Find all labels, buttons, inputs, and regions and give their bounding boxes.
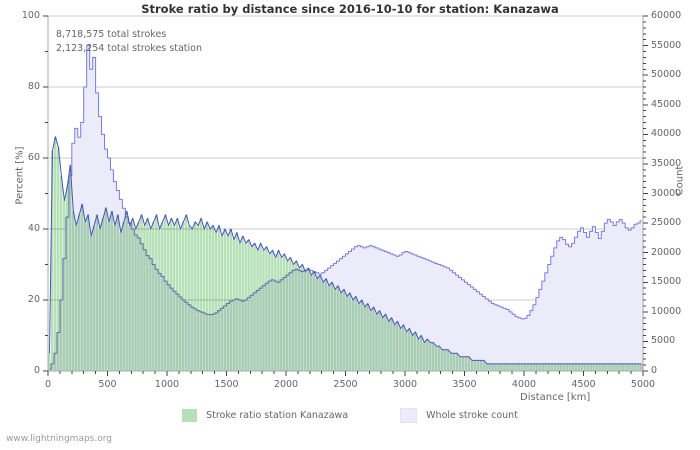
y-axis-left-label: Percent [%] — [14, 146, 26, 205]
page-title: Stroke ratio by distance since 2016-10-1… — [141, 2, 559, 16]
x-tick-label-1500: 1500 — [214, 379, 239, 390]
y2-tick-label-20000: 20000 — [651, 246, 682, 258]
y-tick-label-100: 100 — [21, 10, 40, 21]
y-axis-right-label: Count — [674, 165, 686, 196]
x-tick-label-5000: 5000 — [630, 379, 656, 390]
x-tick-label-4500: 4500 — [571, 379, 596, 390]
x-tick-label-3500: 3500 — [452, 379, 477, 390]
y2-tick-label-25000: 25000 — [651, 217, 682, 229]
y2-tick-label-35000: 35000 — [651, 157, 682, 169]
y2-tick-label-10000: 10000 — [651, 305, 682, 317]
y-tick-label-0: 0 — [33, 365, 40, 376]
y2-tick-label-15000: 15000 — [651, 276, 682, 288]
legend-label-whole-stroke-count: Whole stroke count — [426, 410, 518, 421]
legend-item-whole-stroke-count[interactable]: Whole stroke count — [400, 408, 518, 423]
y2-tick-label-30000: 30000 — [651, 187, 682, 199]
footer-site-url: www.lightningmaps.org — [6, 434, 112, 444]
y2-tick-label-50000: 50000 — [651, 69, 682, 81]
legend-swatch-stroke-ratio — [182, 409, 198, 422]
y2-tick-label-45000: 45000 — [651, 98, 682, 110]
x-tick-label-1000: 1000 — [154, 379, 180, 390]
y-tick-label-80: 80 — [27, 81, 40, 92]
y2-tick-label-0: 0 — [651, 365, 658, 376]
y2-tick-label-55000: 55000 — [651, 39, 682, 51]
y2-tick-label-5000: 5000 — [651, 335, 676, 347]
x-tick-label-2500: 2500 — [333, 379, 358, 390]
x-tick-label-2000: 2000 — [273, 379, 299, 390]
x-axis-label: Distance [km] — [520, 392, 591, 403]
legend-label-stroke-ratio: Stroke ratio station Kanazawa — [206, 410, 349, 421]
y-tick-label-20: 20 — [27, 294, 40, 305]
x-tick-label-3000: 3000 — [392, 379, 418, 390]
legend-item-stroke-ratio[interactable]: Stroke ratio station Kanazawa — [182, 409, 348, 422]
y2-tick-label-60000: 60000 — [651, 10, 682, 21]
x-tick-label-4000: 4000 — [511, 379, 537, 390]
x-tick-label-0: 0 — [44, 379, 52, 390]
y-tick-label-40: 40 — [27, 223, 40, 234]
y2-tick-label-40000: 40000 — [651, 128, 682, 140]
x-tick-label-500: 500 — [98, 379, 117, 390]
chart-legend: Stroke ratio station Kanazawa Whole stro… — [0, 408, 700, 423]
y-tick-label-60: 60 — [27, 152, 40, 163]
legend-swatch-whole-stroke-count — [400, 408, 418, 423]
